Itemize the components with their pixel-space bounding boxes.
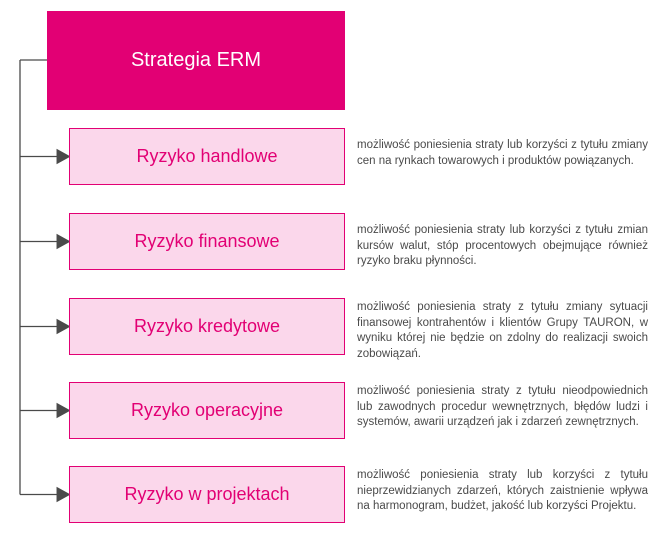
category-desc-handlowe: możliwość poniesienia straty lub korzyśc…	[357, 138, 648, 169]
category-desc-projekty: możliwość poniesienia straty lub korzyśc…	[357, 468, 648, 515]
category-label-operacyjne: Ryzyko operacyjne	[131, 400, 283, 421]
category-label-projekty: Ryzyko w projektach	[124, 484, 289, 505]
category-desc-kredytowe: możliwość poniesienia straty z tytułu zm…	[357, 300, 648, 362]
category-box-operacyjne: Ryzyko operacyjne	[69, 382, 345, 439]
category-desc-operacyjne: możliwość poniesienia straty z tytułu ni…	[357, 384, 648, 431]
category-desc-finansowe: możliwość poniesienia straty lub korzyśc…	[357, 223, 648, 270]
category-label-finansowe: Ryzyko finansowe	[134, 231, 279, 252]
category-box-finansowe: Ryzyko finansowe	[69, 213, 345, 270]
category-label-handlowe: Ryzyko handlowe	[136, 146, 277, 167]
category-box-kredytowe: Ryzyko kredytowe	[69, 298, 345, 355]
category-box-handlowe: Ryzyko handlowe	[69, 128, 345, 185]
category-label-kredytowe: Ryzyko kredytowe	[134, 316, 280, 337]
main-strategy-box: Strategia ERM	[47, 11, 345, 110]
diagram-canvas: Strategia ERM Ryzyko handlowe możliwość po…	[0, 0, 664, 539]
main-strategy-label: Strategia ERM	[131, 49, 261, 72]
category-box-projekty: Ryzyko w projektach	[69, 466, 345, 523]
